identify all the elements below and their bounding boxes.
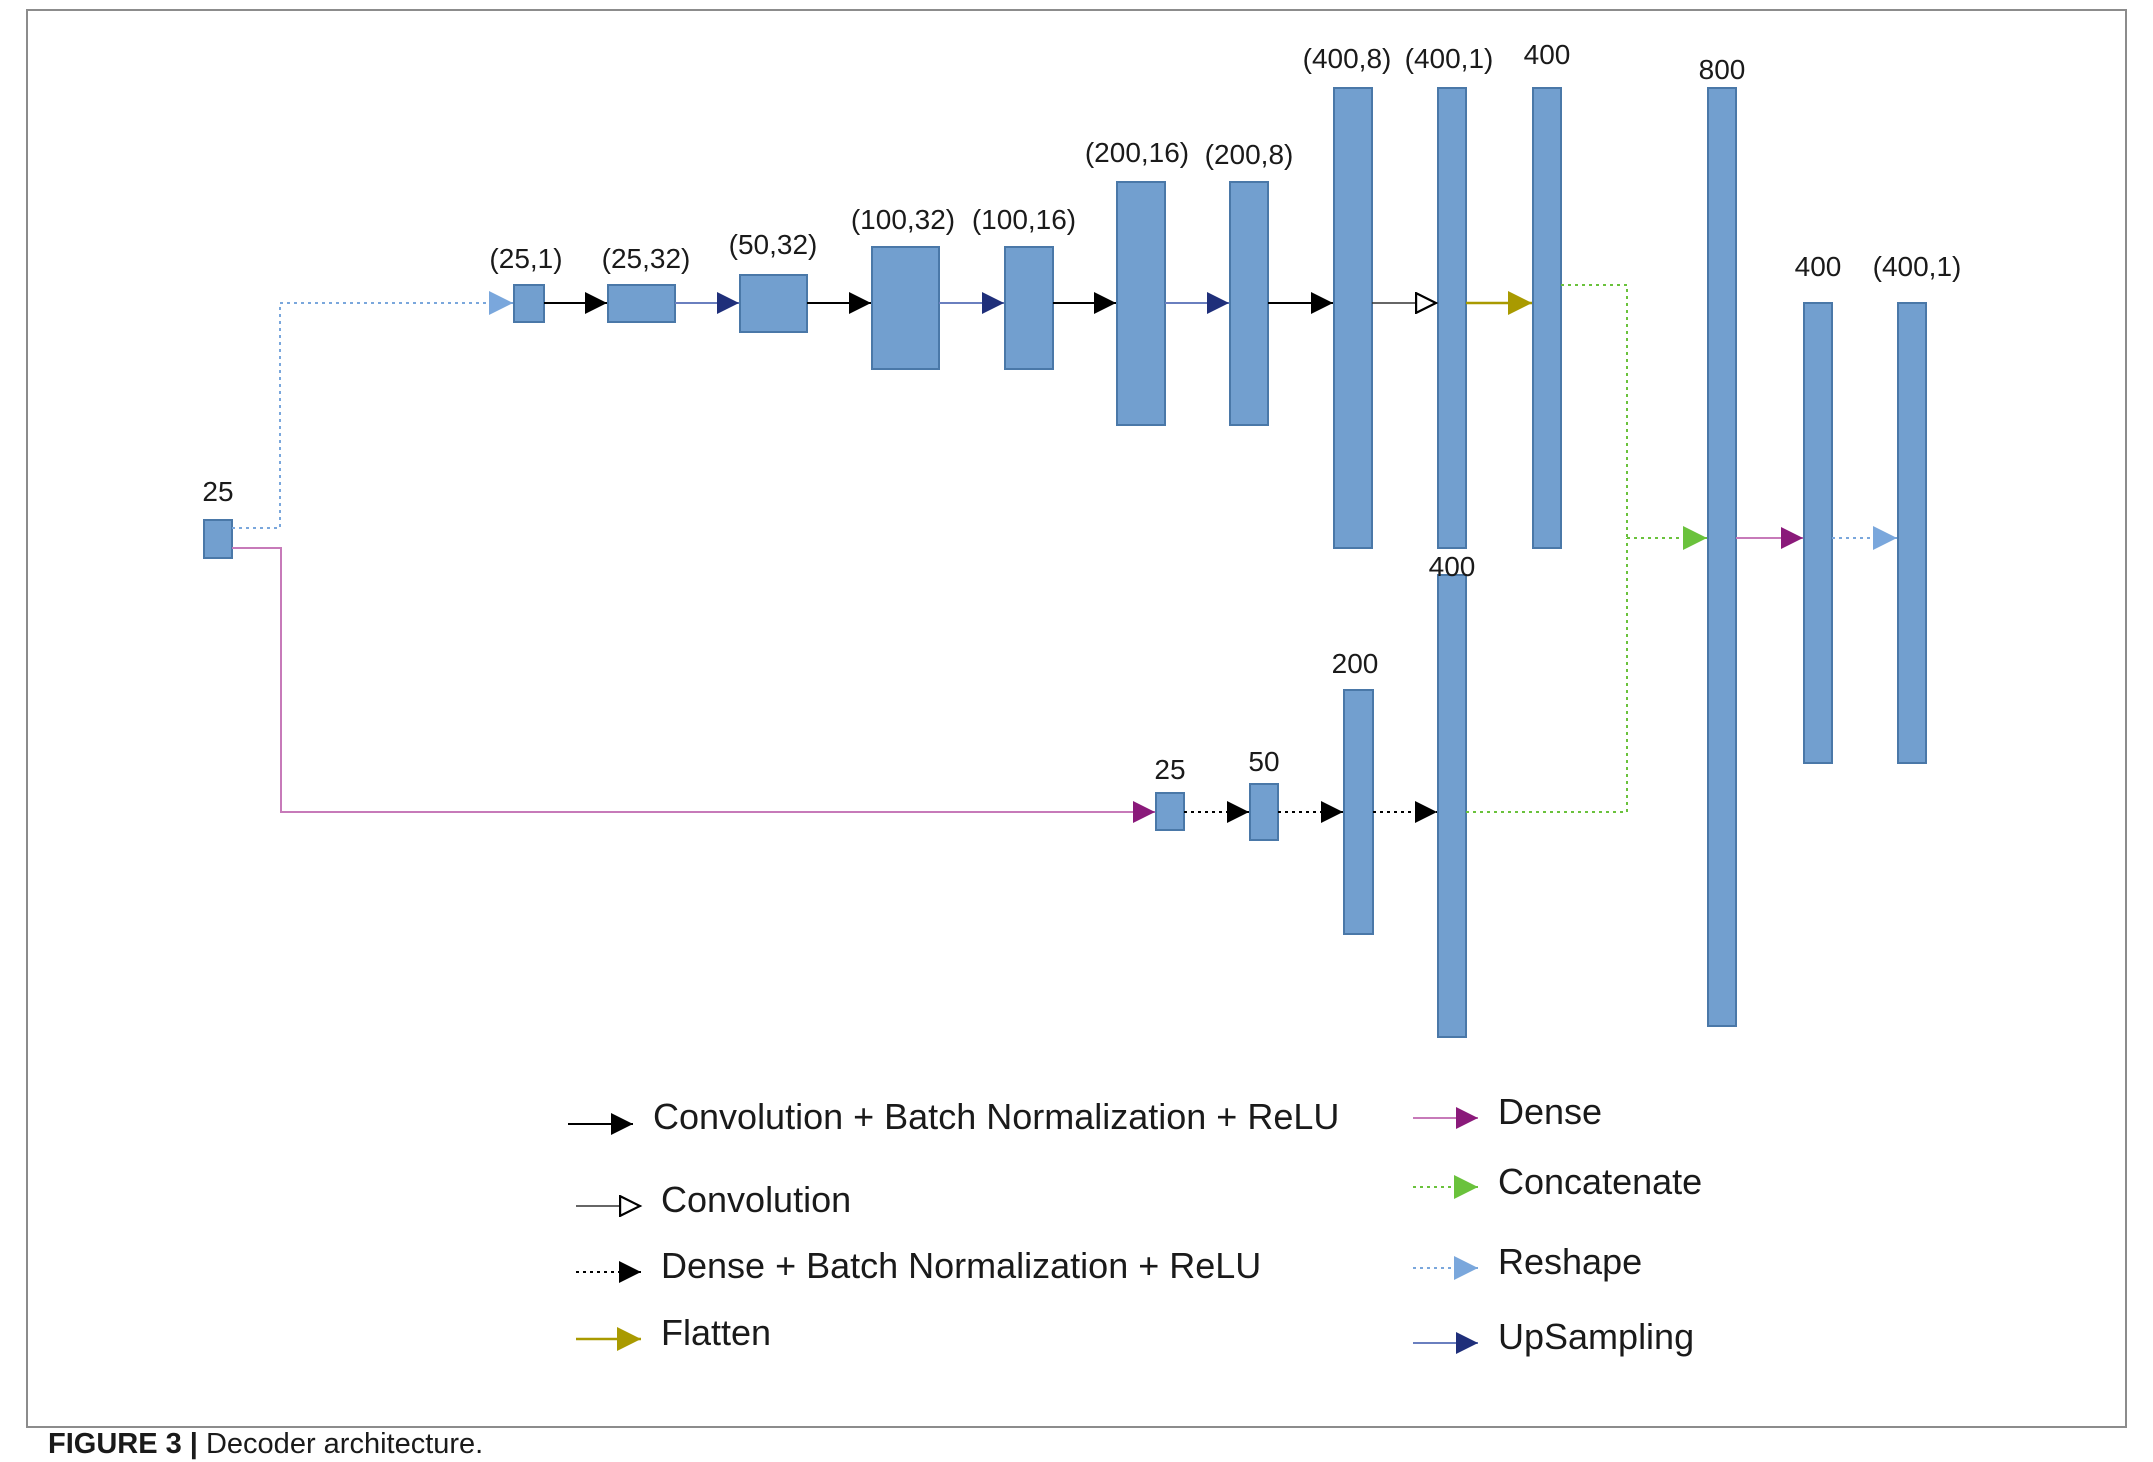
- legend-dense: Dense: [1413, 1091, 1602, 1132]
- figure-caption: FIGURE 3 | Decoder architecture.: [48, 1428, 483, 1461]
- label-50-32: (50,32): [729, 229, 818, 260]
- legend-concatenate-label: Concatenate: [1498, 1161, 1702, 1202]
- merge-branch: 800 400 (400,1): [1699, 54, 1962, 1027]
- block-400-merge: [1803, 302, 1833, 764]
- block-200-16: [1116, 181, 1166, 426]
- legend-upsampling: UpSampling: [1413, 1316, 1694, 1357]
- input-block: 25: [202, 476, 234, 559]
- block-400-8: [1333, 87, 1373, 549]
- caption-text: Decoder architecture.: [205, 1428, 484, 1460]
- legend-conv-bn-relu-label: Convolution + Batch Normalization + ReLU: [653, 1096, 1339, 1137]
- legend-conv: Convolution: [576, 1179, 851, 1220]
- label-400-1-output: (400,1): [1873, 251, 1962, 282]
- legend-dense-label: Dense: [1498, 1091, 1602, 1132]
- legend-conv-label: Convolution: [661, 1179, 851, 1220]
- input-label: 25: [202, 476, 233, 507]
- block-50-bottom: [1249, 783, 1279, 841]
- top-branch: [513, 87, 1562, 549]
- label-50-bottom: 50: [1248, 746, 1279, 777]
- label-200-16: (200,16): [1085, 137, 1189, 168]
- legend-dense-bn-relu: Dense + Batch Normalization + ReLU: [576, 1245, 1261, 1286]
- concatenate-connectors: [1466, 284, 1707, 813]
- caption-label: FIGURE 3 |: [48, 1428, 198, 1460]
- legend-reshape-label: Reshape: [1498, 1241, 1642, 1282]
- bottom-branch: [1155, 574, 1467, 1038]
- dense-connector: [232, 547, 1155, 823]
- block-400-1-output: [1897, 302, 1927, 764]
- label-200-8: (200,8): [1205, 139, 1294, 170]
- legend: Convolution + Batch Normalization + ReLU…: [568, 1091, 1702, 1357]
- label-25-32: (25,32): [602, 243, 691, 274]
- top-branch-labels: (25,1) (25,32) (50,32) (100,32) (100,16)…: [489, 39, 1570, 274]
- block-100-32: [871, 246, 940, 370]
- label-400-1: (400,1): [1405, 43, 1494, 74]
- reshape-connector: [232, 291, 513, 529]
- block-25-bottom: [1155, 792, 1185, 831]
- legend-dense-bn-relu-label: Dense + Batch Normalization + ReLU: [661, 1245, 1261, 1286]
- legend-upsampling-label: UpSampling: [1498, 1316, 1694, 1357]
- legend-conv-bn-relu: Convolution + Batch Normalization + ReLU: [568, 1096, 1339, 1137]
- label-400-top: 400: [1524, 39, 1571, 70]
- label-400-8: (400,8): [1303, 43, 1392, 74]
- block-200-bottom: [1343, 689, 1374, 935]
- block-25-32: [607, 284, 676, 323]
- label-400-bottom: 400: [1429, 551, 1476, 582]
- block-400-1: [1437, 87, 1467, 549]
- legend-flatten: Flatten: [576, 1312, 771, 1353]
- block-800: [1707, 87, 1737, 1027]
- decoder-diagram: 25 (25,1) (25,32) (50,32) (100,32) (100,…: [202, 39, 1962, 1357]
- label-100-16: (100,16): [972, 204, 1076, 235]
- label-25-bottom: 25: [1154, 754, 1185, 785]
- label-100-32: (100,32): [851, 204, 955, 235]
- block-100-16: [1004, 246, 1054, 370]
- label-200-bottom: 200: [1332, 648, 1379, 679]
- block-200-8: [1229, 181, 1269, 426]
- legend-concatenate: Concatenate: [1413, 1161, 1702, 1202]
- block-25-1: [513, 284, 545, 323]
- block-50-32: [739, 274, 808, 333]
- legend-flatten-label: Flatten: [661, 1312, 771, 1353]
- label-400-merge: 400: [1795, 251, 1842, 282]
- block-400-bottom: [1437, 574, 1467, 1038]
- bottom-branch-labels: 25 50 200 400: [1154, 551, 1475, 785]
- label-800: 800: [1699, 54, 1746, 85]
- legend-reshape: Reshape: [1413, 1241, 1642, 1282]
- figure-frame: [26, 9, 2127, 1428]
- label-25-1: (25,1): [489, 243, 562, 274]
- block-400-top: [1532, 87, 1562, 549]
